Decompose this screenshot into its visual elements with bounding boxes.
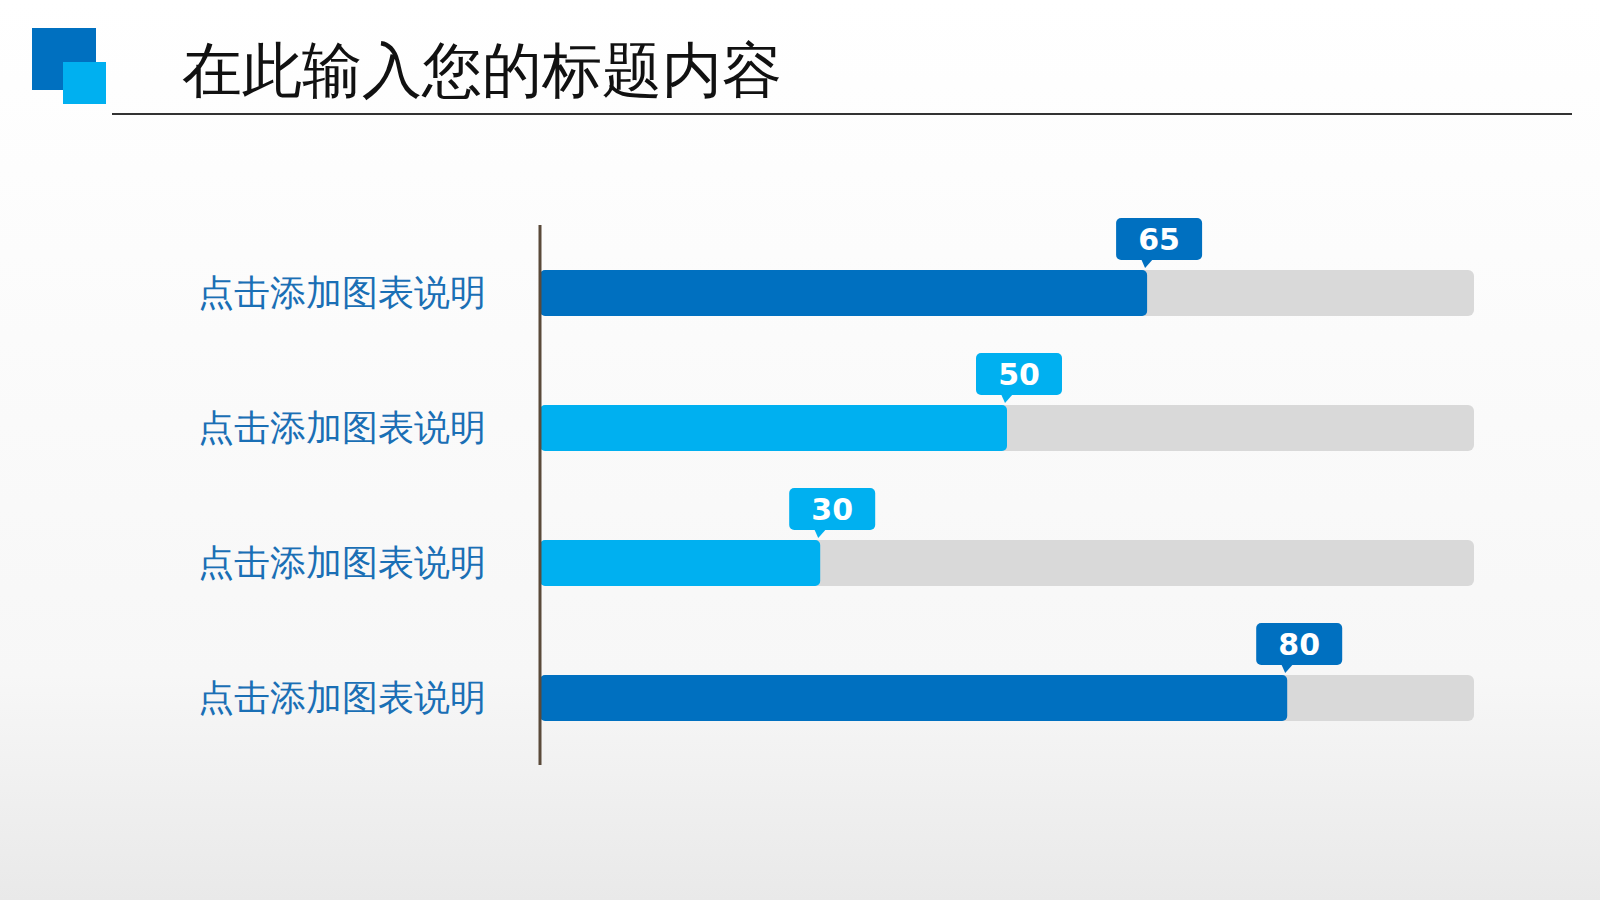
svg-text:点击添加图表说明: 点击添加图表说明 xyxy=(198,407,486,448)
svg-text:80: 80 xyxy=(1278,627,1320,662)
svg-text:50: 50 xyxy=(998,357,1040,392)
svg-text:点击添加图表说明: 点击添加图表说明 xyxy=(198,542,486,583)
html-text:在此输入您的标题内容: 在此输入您的标题内容 xyxy=(182,35,782,105)
svg-text:30: 30 xyxy=(811,492,853,527)
svg-text:点击添加图表说明: 点击添加图表说明 xyxy=(198,677,486,718)
svg-text:点击添加图表说明: 点击添加图表说明 xyxy=(198,272,486,313)
svg-text:65: 65 xyxy=(1138,222,1180,257)
